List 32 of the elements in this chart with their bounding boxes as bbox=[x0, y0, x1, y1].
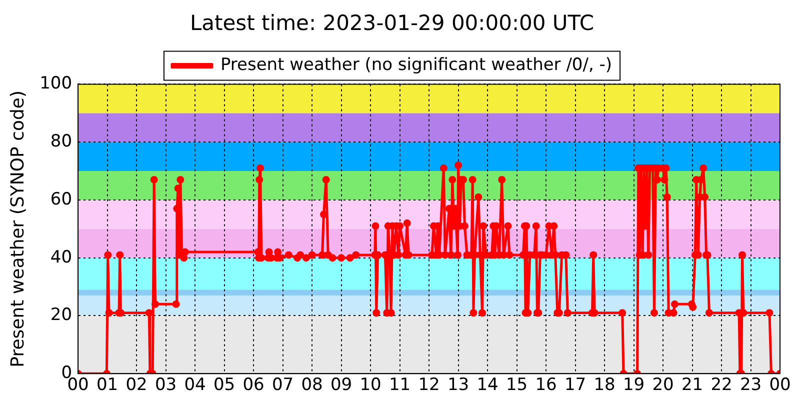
y-tick-label: 60 bbox=[50, 189, 72, 210]
x-tick-label: 21 bbox=[681, 375, 704, 396]
x-tick-label: 11 bbox=[388, 375, 411, 396]
x-tick-label: 06 bbox=[242, 375, 264, 396]
x-tick-label: 07 bbox=[272, 375, 294, 396]
x-tick-label: 02 bbox=[126, 375, 148, 396]
x-tick-label: 15 bbox=[506, 375, 528, 396]
x-tick-label: 18 bbox=[594, 375, 616, 396]
y-tick-label: 20 bbox=[50, 305, 72, 326]
x-tick-label: 00 bbox=[769, 375, 791, 396]
x-tick-label: 19 bbox=[622, 375, 645, 396]
x-tick-label: 12 bbox=[418, 375, 440, 396]
x-tick-label: 23 bbox=[740, 375, 762, 396]
y-tick-label: 40 bbox=[50, 247, 72, 268]
y-tick-label: 100 bbox=[40, 74, 72, 94]
x-tick-label: 17 bbox=[564, 375, 586, 396]
x-tick-label: 08 bbox=[301, 375, 323, 396]
x-tick-label: 09 bbox=[330, 375, 352, 396]
y-axis-title: Present weather (SYNOP code) bbox=[7, 90, 28, 368]
y-tick-label: 80 bbox=[50, 132, 72, 152]
x-tick-label: 13 bbox=[447, 375, 470, 396]
x-tick-label: 14 bbox=[476, 375, 498, 396]
x-tick-label: 03 bbox=[154, 375, 177, 396]
x-tick-label: 10 bbox=[360, 375, 382, 396]
chart-title: Latest time: 2023-01-29 00:00:00 UTC bbox=[190, 11, 594, 36]
legend-label: Present weather (no significant weather /0/, -) bbox=[220, 55, 612, 76]
x-tick-label: 05 bbox=[213, 375, 236, 396]
x-tick-label: 22 bbox=[710, 375, 732, 396]
x-tick-label: 16 bbox=[535, 375, 557, 396]
x-tick-label: 20 bbox=[652, 375, 674, 396]
x-tick-label: 01 bbox=[96, 375, 118, 396]
x-tick-label: 04 bbox=[184, 375, 206, 396]
